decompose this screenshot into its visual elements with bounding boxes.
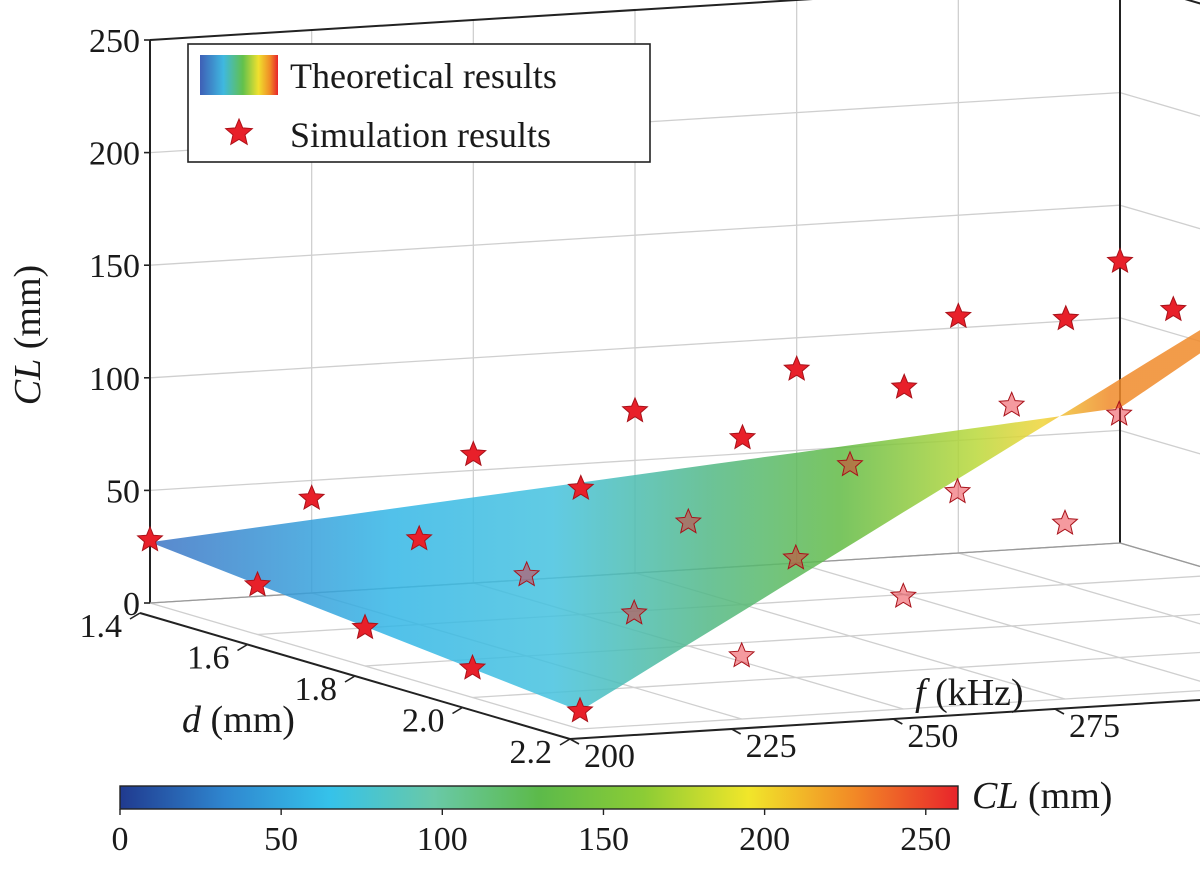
z-tick-label: 150 xyxy=(89,248,140,285)
simulation-star xyxy=(729,643,754,667)
f-tick-mark xyxy=(732,729,741,734)
f-axis-label: f (kHz) xyxy=(915,672,1024,714)
grid-line xyxy=(1120,93,1200,219)
legend-label-theoretical: Theoretical results xyxy=(290,56,557,96)
d-tick-label: 1.4 xyxy=(80,608,123,645)
grid-line xyxy=(797,563,1200,689)
floor-side-edge xyxy=(1120,543,1200,669)
d-tick-label: 1.6 xyxy=(187,640,230,677)
z-tick-label: 50 xyxy=(106,473,140,510)
z-axis-label: CL (mm) xyxy=(7,265,49,405)
colorbar-label: CL (mm) xyxy=(972,775,1112,817)
d-axis-label: d (mm) xyxy=(182,699,295,741)
f-tick-label: 225 xyxy=(746,728,797,765)
simulation-star xyxy=(892,374,917,398)
colorbar-tick-label: 250 xyxy=(900,821,951,858)
simulation-star xyxy=(1054,306,1079,330)
simulation-star xyxy=(999,392,1024,416)
grid-line xyxy=(1120,430,1200,556)
legend: Theoretical results Simulation results xyxy=(188,44,650,162)
d-tick-mark xyxy=(345,676,355,682)
simulation-star xyxy=(891,583,916,607)
colorbar-rect xyxy=(120,786,958,809)
grid-line xyxy=(1120,543,1200,669)
colorbar: 0 50 100 150 200 250 CL (mm) xyxy=(112,775,1113,858)
theoretical-surface xyxy=(150,115,1200,711)
d-tick-label: 2.2 xyxy=(510,734,553,771)
colorbar-tick-label: 150 xyxy=(578,821,629,858)
legend-label-simulation: Simulation results xyxy=(290,115,551,155)
d-tick-mark xyxy=(560,739,570,745)
simulation-star xyxy=(1161,297,1186,321)
colorbar-tick-label: 50 xyxy=(264,821,298,858)
d-tick-mark xyxy=(453,708,463,714)
f-tick-mark xyxy=(893,719,902,724)
f-tick-mark xyxy=(570,739,579,744)
d-tick-label: 1.8 xyxy=(295,671,338,708)
z-tick-label: 100 xyxy=(89,361,140,398)
f-tick-label: 275 xyxy=(1069,708,1120,745)
surface-patch xyxy=(150,115,1200,711)
simulation-star xyxy=(1053,510,1078,534)
colorbar-tick-label: 0 xyxy=(112,821,129,858)
f-tick-mark xyxy=(1055,709,1064,714)
top-side-edge xyxy=(1120,0,1200,106)
colorbar-tick-label: 100 xyxy=(417,821,468,858)
f-tick-label: 200 xyxy=(584,738,635,775)
grid-line xyxy=(1120,543,1200,669)
simulation-star xyxy=(730,425,755,449)
colorbar-tick-label: 200 xyxy=(739,821,790,858)
f-tick-label: 250 xyxy=(907,718,958,755)
d-tick-label: 2.0 xyxy=(402,703,445,740)
z-tick-label: 200 xyxy=(89,136,140,173)
colorbar-ticks: 0 50 100 150 200 250 xyxy=(112,809,952,858)
legend-surface-swatch xyxy=(200,55,278,95)
grid-line xyxy=(1120,205,1200,331)
z-tick-label: 250 xyxy=(89,23,140,60)
d-tick-mark xyxy=(238,645,248,651)
grid-line xyxy=(1120,0,1200,106)
